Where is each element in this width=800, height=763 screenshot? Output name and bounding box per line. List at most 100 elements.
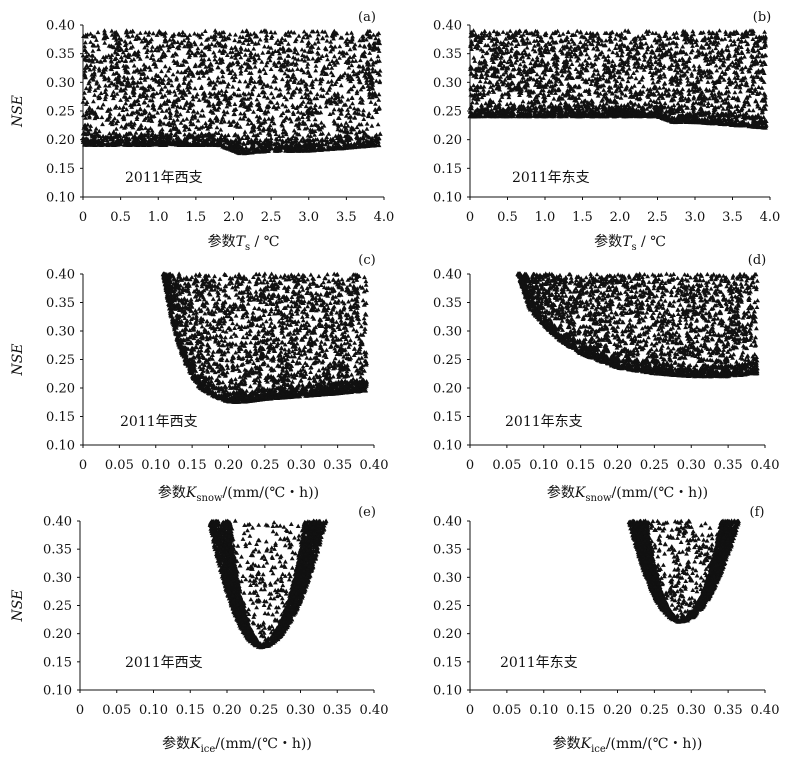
data-point-marker <box>278 92 284 97</box>
x-axis-label-prefix: 参数 <box>594 233 622 250</box>
data-point-marker <box>187 32 193 37</box>
data-point-marker <box>301 79 307 84</box>
y-tick-label: 0.40 <box>46 19 75 34</box>
data-point-marker <box>267 58 273 63</box>
data-point-marker <box>258 81 263 86</box>
data-point-marker <box>238 68 244 74</box>
data-point-marker <box>204 37 209 42</box>
data-point-marker <box>312 117 318 122</box>
data-point-marker <box>717 28 722 33</box>
data-point-marker <box>311 29 316 34</box>
data-point-marker <box>190 94 196 99</box>
data-point-marker <box>366 65 371 71</box>
data-point-marker <box>119 47 125 52</box>
data-point-marker <box>294 138 299 143</box>
data-point-marker <box>196 97 202 102</box>
data-point-marker <box>299 110 304 115</box>
data-point-marker <box>334 94 340 100</box>
data-point-marker <box>125 112 130 117</box>
data-point-marker <box>246 70 252 75</box>
data-point-marker <box>151 57 157 62</box>
data-point-marker <box>138 80 144 85</box>
data-point-marker <box>170 53 176 58</box>
data-point-marker <box>174 75 180 80</box>
data-point-marker <box>310 79 316 84</box>
data-point-marker <box>349 30 354 35</box>
data-point-marker <box>643 41 649 46</box>
data-point-marker <box>83 85 89 91</box>
data-point-marker <box>161 77 166 82</box>
data-point-marker <box>234 47 239 52</box>
data-point-marker <box>313 68 319 73</box>
data-point-marker <box>252 138 258 143</box>
data-point-marker <box>215 75 221 80</box>
data-point-marker <box>94 79 100 84</box>
data-point-marker <box>212 91 217 96</box>
data-point-marker <box>159 68 164 74</box>
data-point-marker <box>265 95 271 100</box>
data-point-marker <box>375 54 381 59</box>
data-point-marker <box>251 109 256 114</box>
data-point-marker <box>339 94 345 99</box>
x-tick-label: 2.0 <box>610 210 631 225</box>
x-tick-label: 0.5 <box>110 210 131 225</box>
data-point-marker <box>125 52 131 57</box>
data-point-marker <box>223 88 229 93</box>
data-point-marker <box>87 131 92 136</box>
data-point-marker <box>213 94 219 99</box>
y-tick-label: 0.30 <box>46 76 75 91</box>
data-point-marker <box>201 59 206 64</box>
data-point-marker <box>316 39 321 44</box>
data-point-marker <box>317 104 323 109</box>
data-point-marker <box>349 76 355 81</box>
data-point-marker <box>292 46 298 51</box>
data-point-marker <box>272 48 278 53</box>
data-point-marker <box>271 95 276 100</box>
data-point-marker <box>190 71 195 77</box>
data-point-marker <box>176 43 182 48</box>
data-point-marker <box>307 33 313 38</box>
data-point-marker <box>326 87 332 92</box>
y-tick-label: 0.10 <box>433 191 462 206</box>
data-point-marker <box>150 52 155 57</box>
x-tick-label: 3.5 <box>722 210 743 225</box>
data-point-marker <box>238 97 244 102</box>
data-point-marker <box>172 132 178 137</box>
data-point-marker <box>279 36 285 41</box>
data-point-marker <box>92 115 98 121</box>
data-point-marker <box>207 121 213 126</box>
data-point-marker <box>90 53 96 58</box>
x-axis-label-subscript: s <box>245 242 250 253</box>
data-point-marker <box>124 107 129 112</box>
data-point-marker <box>212 85 217 90</box>
data-point-marker <box>147 111 152 116</box>
data-point-marker <box>508 54 514 59</box>
data-point-marker <box>115 118 121 123</box>
data-point-marker <box>224 104 230 109</box>
data-point-marker <box>115 51 121 56</box>
x-tick-label: 1.5 <box>572 210 593 225</box>
data-point-marker <box>160 43 166 48</box>
data-point-marker <box>249 90 255 95</box>
data-point-marker <box>163 73 169 78</box>
data-point-marker <box>332 81 338 86</box>
data-point-marker <box>249 39 255 44</box>
panel-annotation: 2011年西支 <box>125 170 203 186</box>
data-point-marker <box>560 91 566 96</box>
data-point-marker <box>243 47 249 52</box>
data-point-marker <box>195 70 201 76</box>
data-point-marker <box>145 75 150 80</box>
data-point-marker <box>143 95 149 100</box>
data-point-marker <box>166 106 172 111</box>
data-point-marker <box>128 119 134 124</box>
y-tick-label: 0.40 <box>433 19 462 34</box>
data-point-marker <box>201 90 207 95</box>
data-point-marker <box>280 110 286 115</box>
data-point-marker <box>208 124 213 129</box>
data-point-marker <box>355 74 361 79</box>
data-point-marker <box>95 43 101 48</box>
data-point-marker <box>123 47 129 52</box>
data-point-marker <box>351 68 356 74</box>
data-point-marker <box>181 88 186 93</box>
data-point-marker <box>181 38 187 43</box>
